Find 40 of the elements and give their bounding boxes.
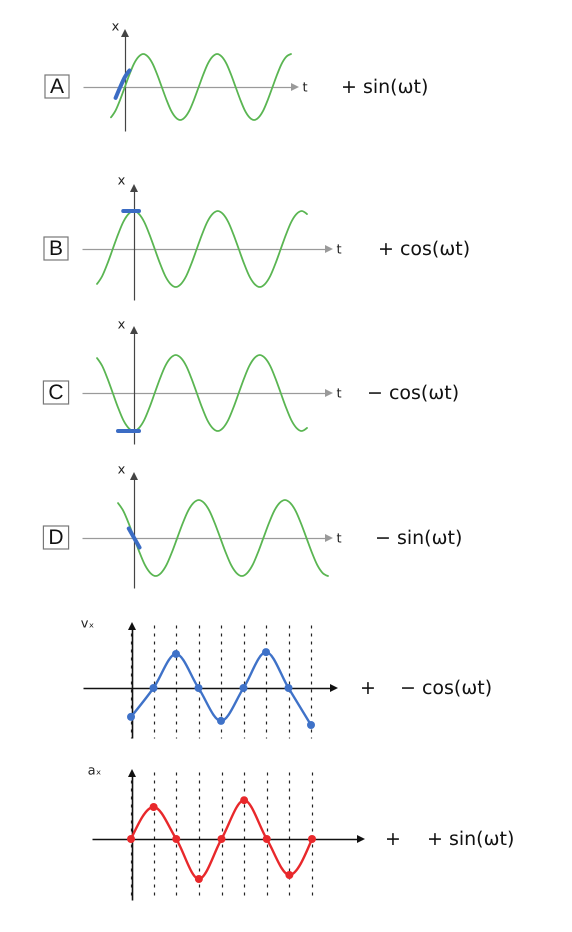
x-axis-title: t <box>336 242 342 258</box>
point <box>194 684 202 692</box>
y-axis-title: vₓ <box>80 616 94 632</box>
point <box>127 712 135 721</box>
text: + cos(ωt) <box>378 238 470 260</box>
point <box>172 650 180 658</box>
point <box>285 871 294 879</box>
point <box>127 835 135 843</box>
point <box>307 721 315 729</box>
point <box>150 684 158 692</box>
text: + sin(ωt) <box>341 76 428 98</box>
x-axis-title: t <box>302 80 308 96</box>
y-axis-title: aₓ <box>88 764 102 778</box>
text: + <box>360 677 376 699</box>
text: C <box>48 381 64 404</box>
point <box>262 648 270 656</box>
text: − cos(ωt) <box>367 382 460 404</box>
point <box>218 835 226 843</box>
point <box>284 684 292 692</box>
x-axis-title: t <box>336 386 342 402</box>
point <box>150 803 158 811</box>
text: − sin(ωt) <box>375 527 462 549</box>
point <box>262 835 271 843</box>
x-axis-title: t <box>336 532 342 546</box>
point <box>194 875 203 883</box>
point <box>172 835 180 843</box>
y-axis-title: x <box>118 174 126 188</box>
point <box>308 835 316 843</box>
point <box>240 684 248 692</box>
y-axis-title: x <box>118 462 126 478</box>
text: B <box>48 237 64 260</box>
text: + sin(ωt) <box>427 828 514 850</box>
y-axis-title: x <box>112 20 120 34</box>
point <box>217 716 225 725</box>
text: + <box>385 828 401 850</box>
text: A <box>50 75 64 98</box>
text: − cos(ωt) <box>400 677 492 699</box>
y-axis-title: x <box>118 318 126 332</box>
text: D <box>48 526 64 549</box>
point <box>240 796 248 804</box>
